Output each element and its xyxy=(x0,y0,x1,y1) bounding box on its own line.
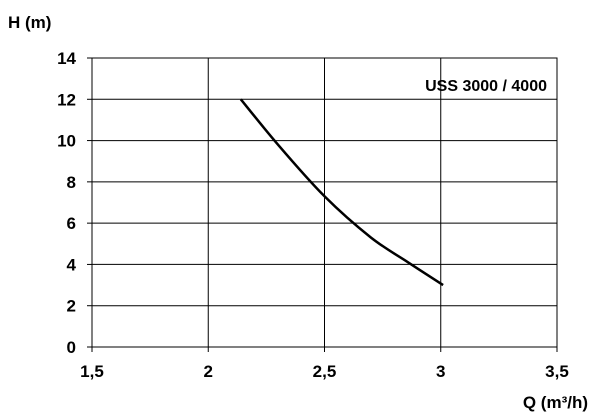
x-tick-label-2: 2,5 xyxy=(313,362,337,381)
y-tick-label-0: 0 xyxy=(67,338,76,357)
series-group xyxy=(239,98,444,287)
x-axis-ticks: 1,5 2 2,5 3 3,5 xyxy=(80,347,569,381)
y-tick-label-2: 4 xyxy=(67,255,77,274)
y-tick-label-7: 14 xyxy=(57,49,76,68)
y-tick-label-5: 10 xyxy=(57,132,76,151)
x-axis-label: Q (m³/h) xyxy=(523,393,588,412)
y-tick-label-1: 2 xyxy=(67,297,76,316)
x-tick-label-0: 1,5 xyxy=(80,362,104,381)
y-tick-label-6: 12 xyxy=(57,90,76,109)
y-axis-ticks: 0 2 4 6 8 10 12 14 xyxy=(57,49,92,357)
x-tick-label-3: 3 xyxy=(436,362,445,381)
y-tick-label-4: 8 xyxy=(67,173,76,192)
x-tick-label-4: 3,5 xyxy=(545,362,569,381)
grid-lines xyxy=(91,57,558,348)
series-annotation: USS 3000 / 4000 xyxy=(425,78,547,95)
series-line-0 xyxy=(239,98,444,287)
y-axis-label: H (m) xyxy=(8,13,51,32)
y-tick-label-3: 6 xyxy=(67,214,76,233)
x-tick-label-1: 2 xyxy=(204,362,213,381)
